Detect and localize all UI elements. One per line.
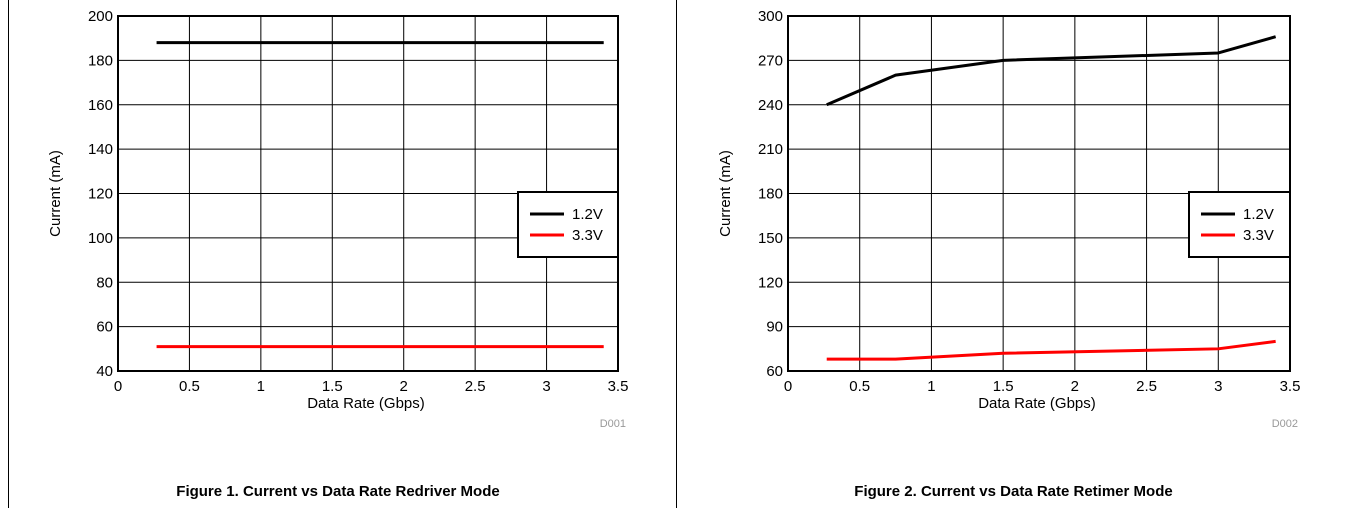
legend-label: 1.2V: [572, 206, 603, 223]
y-tick-label: 90: [766, 319, 783, 336]
figure-caption-1: Figure 1. Current vs Data Rate Redriver …: [176, 483, 500, 500]
y-tick-label: 60: [766, 363, 783, 380]
x-tick-label: 0: [114, 378, 122, 395]
y-axis-label: Current (mA): [47, 150, 64, 237]
x-tick-label: 2.5: [465, 378, 486, 395]
figure-id-label: D002: [1272, 418, 1298, 430]
legend-label: 1.2V: [1243, 206, 1274, 223]
chart-panel-redriver: 0 0.5 1 1.5 2 2.5 3 3.5 40 60 80 100 120 140 160 180 200…: [47, 8, 629, 500]
y-tick-label: 120: [758, 274, 783, 291]
x-tick-label: 1: [927, 378, 935, 395]
y-tick-label: 40: [96, 363, 113, 380]
x-tick-label: 2: [400, 378, 408, 395]
x-tick-label: 1.5: [322, 378, 343, 395]
x-tick-label: 1: [257, 378, 265, 395]
x-tick-label: 1.5: [993, 378, 1014, 395]
y-tick-label: 150: [758, 230, 783, 247]
x-tick-label: 0: [784, 378, 792, 395]
figure-caption-2: Figure 2. Current vs Data Rate Retimer M…: [854, 483, 1173, 500]
chart-retimer: 0 0.5 1 1.5 2 2.5 3 3.5 60 90 120 150 180 210 240 270 30…: [717, 8, 1301, 430]
legend-box: [1188, 191, 1291, 258]
figure-id-label: D001: [600, 418, 626, 430]
y-tick-label: 210: [758, 141, 783, 158]
y-tick-label: 300: [758, 8, 783, 25]
x-tick-label: 3.5: [1280, 378, 1301, 395]
x-axis-label: Data Rate (Gbps): [978, 395, 1096, 412]
x-tick-label: 0.5: [179, 378, 200, 395]
legend-box: [517, 191, 619, 258]
legend-label: 3.3V: [1243, 227, 1274, 244]
panel-divider-line: [676, 0, 677, 508]
y-tick-label: 200: [88, 8, 113, 25]
y-tick-label: 80: [96, 274, 113, 291]
left-border-line: [8, 0, 9, 508]
x-tick-label: 2.5: [1136, 378, 1157, 395]
x-tick-label: 3: [1214, 378, 1222, 395]
x-tick-label: 3: [542, 378, 550, 395]
x-tick-label: 0.5: [849, 378, 870, 395]
y-tick-label: 180: [758, 186, 783, 203]
chart-redriver: 0 0.5 1 1.5 2 2.5 3 3.5 40 60 80 100 120 140 160 180 200…: [47, 8, 629, 430]
x-tick-label: 3.5: [608, 378, 629, 395]
x-tick-label: 2: [1071, 378, 1079, 395]
series-line-3-3V: [826, 339, 1276, 361]
chart-panel-retimer: 0 0.5 1 1.5 2 2.5 3 3.5 60 90 120 150 180 210 240 270 30…: [676, 0, 1351, 508]
y-tick-label: 60: [96, 319, 113, 336]
y-axis-label: Current (mA): [717, 150, 734, 237]
y-tick-label: 180: [88, 52, 113, 69]
x-axis-label: Data Rate (Gbps): [307, 395, 425, 412]
y-tick-label: 270: [758, 52, 783, 69]
y-tick-label: 120: [88, 186, 113, 203]
series-line-1-2V: [826, 35, 1277, 107]
y-tick-label: 100: [88, 230, 113, 247]
y-tick-label: 160: [88, 97, 113, 114]
y-tick-label: 240: [758, 97, 783, 114]
y-tick-label: 140: [88, 141, 113, 158]
legend-label: 3.3V: [572, 227, 603, 244]
